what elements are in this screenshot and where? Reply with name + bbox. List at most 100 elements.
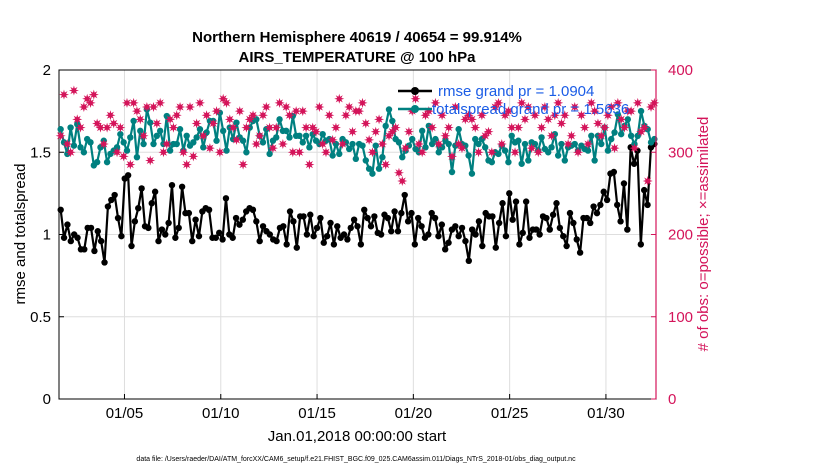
obs-count-marker [221, 97, 232, 108]
data-point-rmse [64, 221, 71, 228]
data-point-rmse [566, 209, 574, 217]
obs-count-marker [125, 159, 136, 170]
obs-count-marker [360, 118, 371, 129]
obs-count-marker [201, 110, 212, 121]
data-point-rmse [394, 228, 402, 235]
data-point-rmse [644, 201, 651, 209]
obs-count-marker [151, 118, 162, 129]
data-point-totalspread [140, 140, 147, 148]
data-point-totalspread [123, 147, 131, 154]
obs-count-marker [231, 134, 242, 145]
obs-count-marker [589, 106, 600, 117]
data-point-rmse [600, 188, 607, 195]
obs-count-marker [284, 110, 295, 121]
data-point-rmse [101, 259, 108, 266]
data-point-totalspread [637, 107, 645, 115]
data-point-rmse [135, 204, 142, 212]
legend-label-totalspread: totalspread grand pr = 1.5636 [432, 101, 629, 118]
x-tick-label: 01/20 [395, 405, 433, 422]
y-tick-label-right: 0 [668, 391, 676, 408]
obs-count-marker [503, 106, 514, 117]
obs-count-marker [327, 134, 338, 145]
obs-count-marker [301, 122, 312, 133]
obs-count-marker [108, 118, 119, 129]
data-point-totalspread [239, 137, 247, 144]
obs-count-marker [334, 93, 345, 104]
data-point-totalspread [548, 144, 555, 151]
data-series [55, 85, 660, 266]
data-point-totalspread [608, 135, 615, 143]
data-point-rmse [522, 198, 530, 205]
data-point-rmse [516, 241, 523, 248]
data-point-totalspread [299, 139, 306, 146]
data-point-totalspread [273, 134, 280, 141]
obs-count-marker [519, 114, 530, 125]
y-axis-label-right: # of obs: o=possible; ×=assimilated [695, 117, 712, 352]
obs-count-marker [393, 167, 404, 178]
data-point-totalspread [617, 130, 625, 138]
data-point-rmse [340, 231, 348, 238]
obs-count-marker [619, 122, 630, 133]
data-point-totalspread [591, 157, 598, 164]
obs-count-marker [559, 110, 570, 121]
obs-count-marker [354, 106, 365, 117]
data-point-totalspread [223, 147, 230, 154]
obs-count-marker [579, 122, 590, 133]
data-point-rmse [563, 242, 570, 250]
obs-count-marker [576, 110, 587, 121]
data-point-totalspread [545, 149, 552, 156]
data-point-totalspread [505, 158, 512, 166]
data-point-rmse [418, 223, 425, 230]
obs-count-marker [626, 106, 637, 117]
legend-label-rmse: rmse grand pr = 1.0904 [438, 83, 594, 100]
data-point-totalspread [67, 124, 74, 131]
data-point-rmse [452, 223, 459, 230]
data-point-rmse [232, 214, 240, 222]
data-point-rmse [475, 218, 483, 225]
data-point-rmse [347, 224, 354, 232]
data-point-rmse [630, 160, 638, 167]
data-point-totalspread [286, 134, 293, 141]
obs-count-marker [178, 147, 189, 158]
data-point-totalspread [385, 106, 393, 113]
data-point-totalspread [598, 140, 605, 148]
data-point-rmse [573, 236, 580, 243]
obs-count-marker [639, 122, 650, 133]
data-point-totalspread [611, 129, 618, 136]
obs-count-marker [586, 97, 597, 108]
obs-count-marker [403, 126, 414, 137]
data-point-rmse [313, 224, 321, 232]
data-point-totalspread [190, 139, 197, 146]
data-point-totalspread [120, 139, 127, 146]
data-point-rmse [334, 223, 341, 230]
data-point-rmse [148, 200, 155, 207]
data-point-rmse [431, 214, 439, 222]
obs-count-marker [609, 143, 620, 154]
data-point-rmse [81, 246, 88, 253]
data-point-rmse [158, 226, 166, 233]
obs-count-marker [98, 139, 109, 150]
obs-count-marker [606, 102, 617, 113]
data-point-rmse [118, 232, 125, 240]
data-point-totalspread [243, 149, 250, 156]
obs-count-marker [347, 126, 358, 137]
data-point-rmse [462, 237, 469, 245]
data-point-totalspread [571, 140, 578, 148]
data-point-rmse [438, 221, 446, 228]
data-point-rmse [273, 237, 280, 245]
data-point-rmse [162, 231, 169, 238]
y-tick-label-left: 0.5 [30, 309, 51, 326]
data-point-totalspread [624, 116, 632, 123]
data-point-rmse [593, 209, 601, 217]
data-point-rmse [310, 232, 317, 240]
obs-count-marker [102, 122, 113, 133]
data-point-rmse [640, 186, 648, 194]
data-point-totalspread [266, 150, 273, 158]
data-point-rmse [151, 188, 159, 195]
data-point-totalspread [375, 165, 383, 172]
data-point-rmse [60, 234, 68, 241]
obs-count-marker [175, 102, 186, 113]
obs-count-marker [602, 110, 613, 121]
data-point-rmse [590, 203, 597, 210]
obs-count-marker [297, 106, 308, 117]
